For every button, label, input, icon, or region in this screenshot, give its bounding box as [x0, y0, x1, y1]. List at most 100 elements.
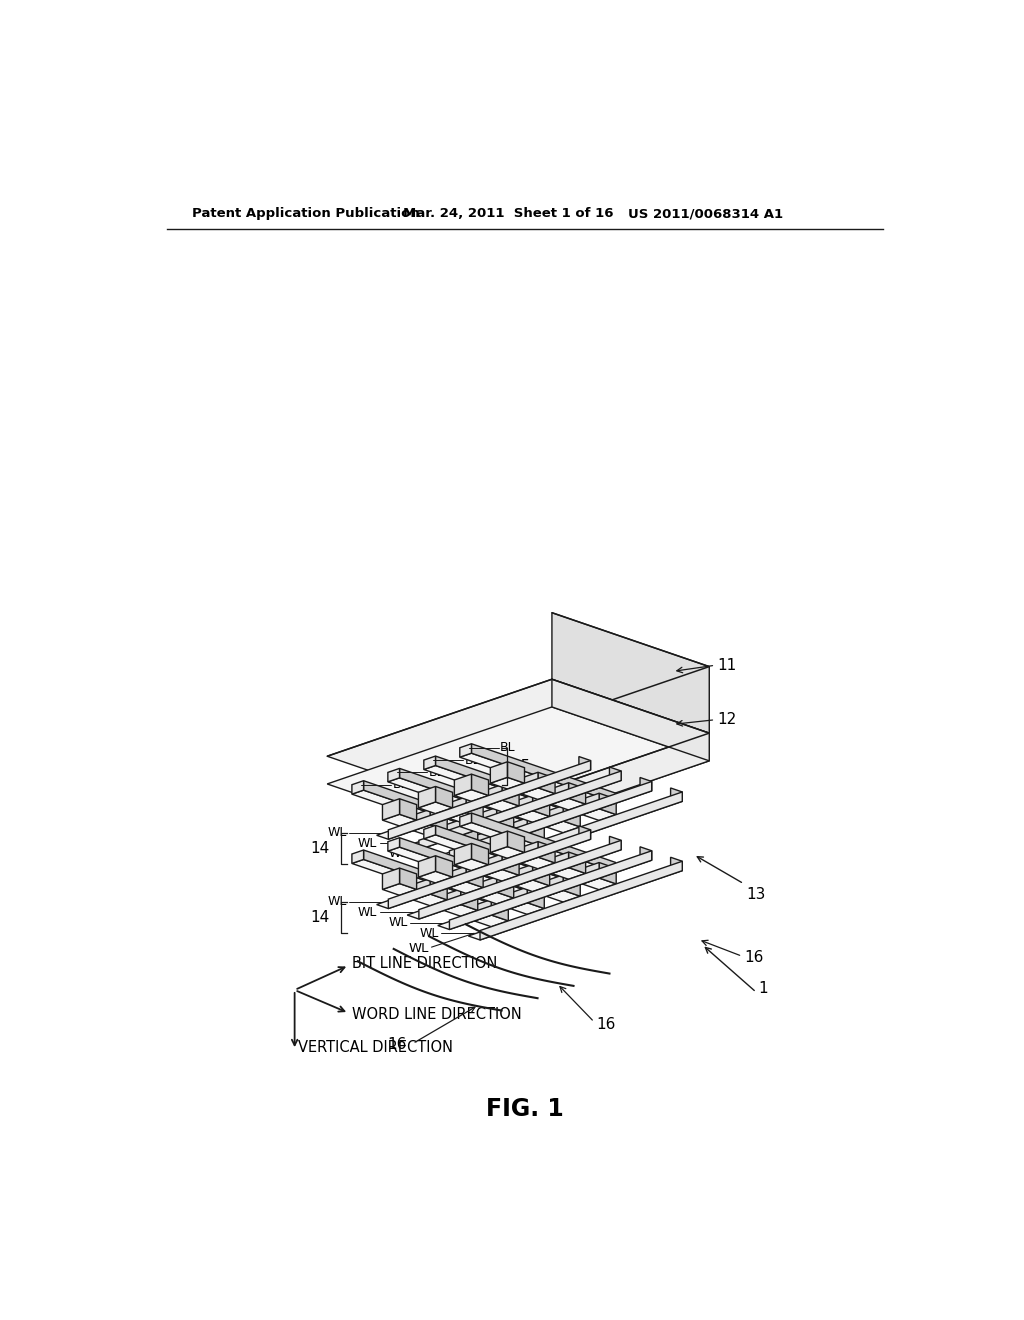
Polygon shape [424, 766, 580, 818]
Polygon shape [437, 857, 651, 929]
Polygon shape [563, 805, 581, 826]
Polygon shape [364, 780, 508, 840]
Polygon shape [430, 879, 447, 900]
Polygon shape [461, 820, 478, 841]
Polygon shape [502, 854, 519, 875]
Polygon shape [455, 843, 471, 865]
Polygon shape [546, 805, 563, 826]
Polygon shape [466, 866, 483, 887]
Polygon shape [521, 857, 555, 869]
Polygon shape [419, 841, 622, 919]
Polygon shape [484, 733, 710, 838]
Polygon shape [490, 846, 524, 858]
Polygon shape [490, 762, 508, 783]
Polygon shape [510, 903, 545, 915]
Text: WL: WL [328, 895, 347, 908]
Polygon shape [521, 772, 538, 793]
Text: WL: WL [358, 906, 378, 919]
Polygon shape [563, 875, 581, 896]
Polygon shape [479, 822, 514, 834]
Polygon shape [450, 781, 651, 861]
Polygon shape [474, 846, 508, 858]
Polygon shape [538, 772, 555, 793]
Polygon shape [460, 743, 471, 758]
Text: BL: BL [428, 766, 444, 779]
Text: FIG. 1: FIG. 1 [486, 1097, 563, 1122]
Polygon shape [515, 810, 550, 822]
Polygon shape [546, 875, 563, 896]
Text: 16: 16 [388, 1038, 408, 1052]
Polygon shape [515, 880, 550, 891]
Polygon shape [582, 793, 599, 814]
Text: 11: 11 [718, 657, 737, 673]
Polygon shape [474, 899, 492, 921]
Polygon shape [582, 862, 599, 884]
Polygon shape [328, 708, 710, 838]
Polygon shape [546, 821, 581, 833]
Polygon shape [382, 869, 399, 890]
Polygon shape [443, 836, 478, 847]
Polygon shape [455, 774, 471, 796]
Text: 16: 16 [743, 950, 763, 965]
Polygon shape [413, 894, 447, 906]
Polygon shape [408, 776, 622, 850]
Polygon shape [443, 888, 461, 911]
Text: 12: 12 [718, 713, 737, 727]
Text: WL: WL [388, 847, 408, 861]
Polygon shape [521, 842, 538, 863]
Polygon shape [449, 882, 483, 894]
Text: WL: WL [409, 942, 429, 956]
Polygon shape [399, 799, 417, 820]
Polygon shape [490, 832, 508, 853]
Text: WORD LINE DIRECTION: WORD LINE DIRECTION [352, 1007, 521, 1022]
Polygon shape [532, 795, 550, 817]
Polygon shape [492, 899, 508, 921]
Text: US 2011/0068314 A1: US 2011/0068314 A1 [628, 207, 783, 220]
Polygon shape [474, 830, 492, 851]
Polygon shape [640, 847, 651, 861]
Polygon shape [471, 743, 615, 803]
Text: WL: WL [388, 916, 408, 929]
Polygon shape [527, 818, 545, 840]
Polygon shape [497, 876, 514, 898]
Polygon shape [468, 797, 682, 871]
Polygon shape [443, 820, 461, 841]
Polygon shape [413, 879, 430, 900]
Polygon shape [424, 834, 580, 888]
Polygon shape [471, 774, 488, 796]
Polygon shape [471, 813, 615, 871]
Polygon shape [388, 847, 544, 900]
Polygon shape [419, 771, 622, 850]
Polygon shape [479, 876, 497, 898]
Polygon shape [671, 788, 682, 801]
Polygon shape [552, 851, 568, 874]
Polygon shape [552, 783, 568, 804]
Polygon shape [399, 768, 544, 828]
Polygon shape [609, 767, 622, 780]
Polygon shape [490, 777, 524, 789]
Polygon shape [515, 865, 532, 886]
Polygon shape [480, 861, 682, 940]
Polygon shape [599, 862, 616, 884]
Polygon shape [568, 851, 586, 874]
Polygon shape [479, 808, 497, 829]
Polygon shape [388, 830, 591, 908]
Polygon shape [352, 859, 508, 912]
Polygon shape [515, 795, 532, 817]
Polygon shape [485, 800, 519, 812]
Polygon shape [609, 837, 622, 850]
Polygon shape [424, 825, 435, 838]
Polygon shape [527, 887, 545, 908]
Polygon shape [352, 850, 364, 863]
Polygon shape [449, 866, 466, 887]
Text: 15: 15 [511, 759, 530, 774]
Polygon shape [435, 855, 453, 876]
Polygon shape [435, 756, 580, 814]
Polygon shape [538, 842, 555, 863]
Text: 14: 14 [310, 841, 330, 855]
Polygon shape [471, 843, 488, 865]
Polygon shape [328, 680, 710, 810]
Text: BL: BL [392, 779, 408, 791]
Polygon shape [497, 808, 514, 829]
Polygon shape [364, 850, 508, 908]
